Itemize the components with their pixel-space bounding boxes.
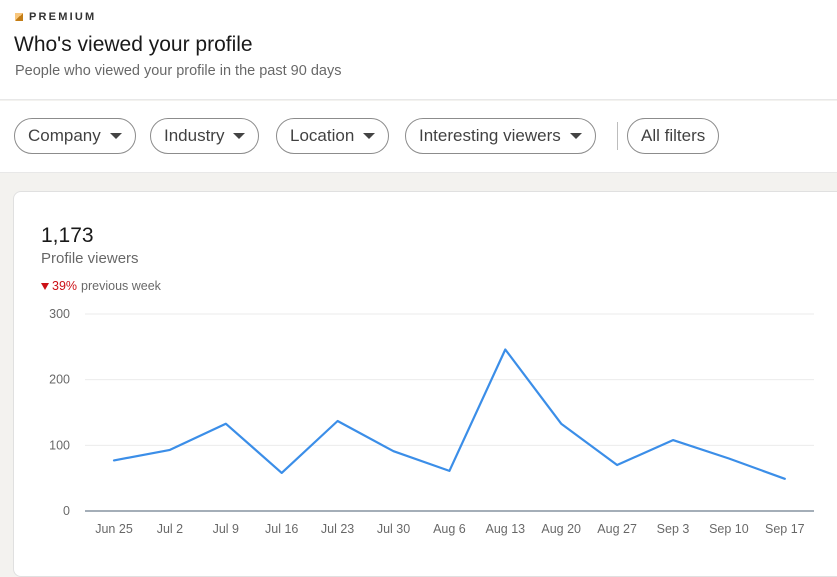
y-tick-label: 0 (63, 504, 70, 518)
all-filters-button[interactable]: All filters (627, 118, 720, 154)
caret-down-icon (233, 133, 246, 139)
company-filter-button[interactable]: Company (14, 118, 136, 154)
industry-filter-label: Industry (164, 126, 225, 145)
page-header: PREMIUM Who's viewed your profile People… (0, 0, 837, 100)
industry-filter-button[interactable]: Industry (150, 118, 260, 154)
caret-down-icon (363, 133, 376, 139)
all-filters-label: All filters (641, 126, 706, 145)
profile-viewers-card: 1,173 Profile viewers 39% previous week … (13, 191, 837, 577)
x-tick-label: Sep 10 (709, 522, 749, 536)
x-tick-label: Jul 16 (265, 522, 298, 536)
x-tick-label: Sep 17 (765, 522, 805, 536)
x-tick-label: Aug 27 (597, 522, 637, 536)
x-tick-label: Jul 30 (377, 522, 410, 536)
weekly-change: 39% previous week (41, 279, 161, 293)
location-filter-button[interactable]: Location (276, 118, 390, 154)
premium-label: PREMIUM (29, 11, 97, 23)
filter-bar: Company Industry Location Interesting vi… (0, 101, 837, 173)
viewers-label: Profile viewers (41, 250, 139, 267)
caret-down-icon (569, 133, 582, 139)
x-tick-label: Jun 25 (95, 522, 133, 536)
page-subtitle: People who viewed your profile in the pa… (15, 63, 342, 79)
y-tick-label: 300 (49, 307, 70, 321)
change-label: previous week (81, 279, 161, 293)
location-filter-label: Location (290, 126, 355, 145)
caret-down-icon (109, 133, 122, 139)
x-tick-label: Jul 9 (213, 522, 239, 536)
filter-divider (617, 122, 618, 150)
page-title: Who's viewed your profile (14, 33, 253, 56)
viewers-count: 1,173 (41, 224, 94, 247)
x-tick-label: Jul 2 (157, 522, 183, 536)
x-tick-label: Aug 20 (541, 522, 581, 536)
triangle-down-icon (41, 282, 49, 290)
change-percent: 39% (52, 279, 78, 293)
y-tick-label: 100 (49, 438, 70, 452)
premium-badge: PREMIUM (15, 11, 96, 23)
x-tick-label: Aug 6 (433, 522, 466, 536)
x-tick-label: Aug 13 (485, 522, 525, 536)
interesting-viewers-filter-button[interactable]: Interesting viewers (405, 118, 596, 154)
profile-viewers-chart: 0 100 200 300 Jun 25 Jul 2 Jul 9 Jul 16 Jul 23 Ju… (49, 307, 814, 536)
interesting-viewers-filter-label: Interesting viewers (419, 126, 561, 145)
x-tick-label: Jul 23 (321, 522, 354, 536)
premium-icon (15, 13, 23, 21)
x-tick-label: Sep 3 (657, 522, 690, 536)
series-line-0 (112, 348, 786, 480)
company-filter-label: Company (28, 126, 101, 145)
y-tick-label: 200 (49, 373, 70, 387)
